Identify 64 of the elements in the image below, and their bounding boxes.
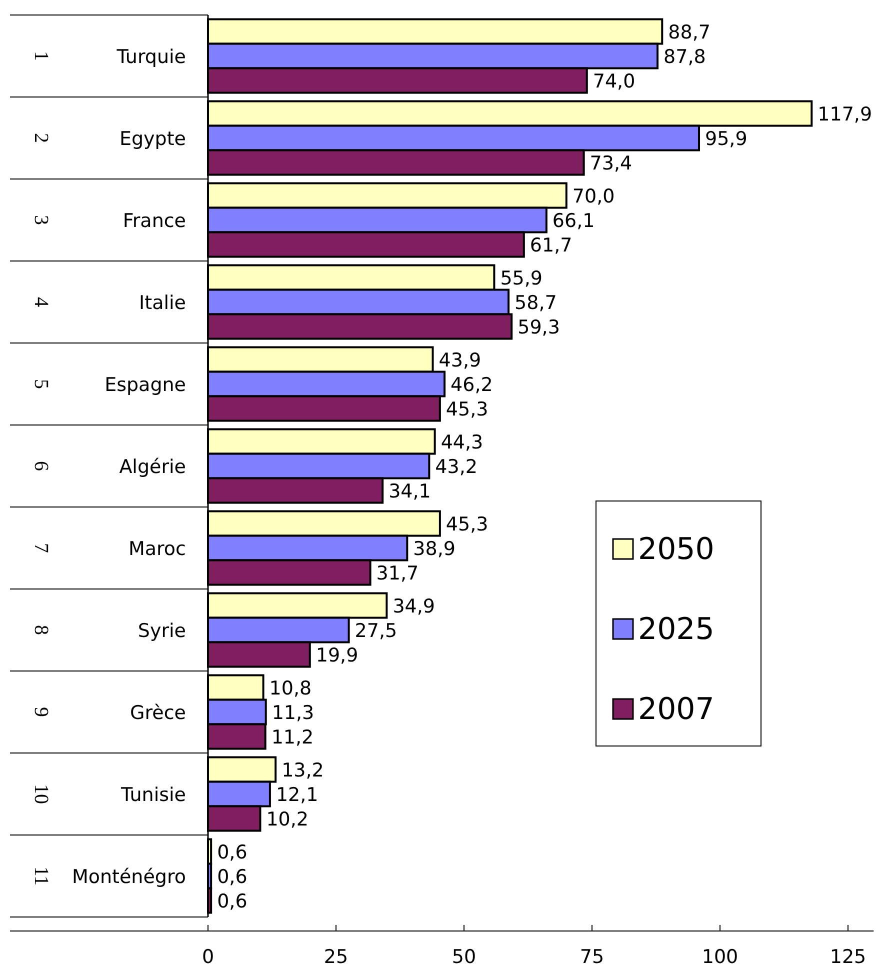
y2-tick-label: 4 [30, 297, 52, 307]
data-label: 73,4 [590, 152, 632, 174]
y-tick-label: Egypte [119, 128, 186, 150]
y2-tick-label: 9 [30, 707, 52, 717]
y-tick-label: Tunisie [120, 784, 186, 806]
x-tick-label: 0 [202, 946, 214, 968]
x-tick-label: 125 [830, 946, 866, 968]
data-label: 10,8 [269, 678, 312, 700]
y-tick-label: Espagne [104, 374, 186, 396]
data-label: 43,9 [438, 350, 482, 372]
y-tick-label: Algérie [119, 456, 186, 478]
data-label: 55,9 [500, 268, 543, 290]
data-label: 74,0 [592, 70, 636, 92]
data-label: 13,2 [282, 760, 324, 782]
data-label: 44,3 [440, 432, 484, 454]
data-label: 87,8 [664, 46, 706, 68]
data-label: 70,0 [572, 186, 615, 208]
legend-label: 2050 [638, 532, 714, 567]
data-label: 19,9 [316, 644, 358, 666]
data-label: 61,7 [530, 234, 572, 256]
y2-tick-label: 8 [30, 625, 52, 635]
y-tick-label: Italie [139, 292, 186, 314]
data-label: 46,2 [450, 374, 493, 396]
x-tick-label: 25 [324, 946, 348, 968]
data-label: 10,2 [266, 808, 309, 830]
data-label: 58,7 [514, 292, 557, 314]
y-tick-label: Syrie [138, 620, 186, 642]
data-label: 34,1 [388, 480, 431, 502]
data-label: 0,6 [217, 866, 248, 888]
data-label: 59,3 [518, 316, 560, 338]
y2-tick-label: 11 [30, 866, 52, 886]
y-tick-label: France [122, 210, 186, 232]
y2-tick-label: 6 [30, 461, 52, 471]
data-label: 88,7 [668, 22, 710, 44]
x-tick-label: 50 [452, 946, 476, 968]
y2-tick-label: 2 [30, 133, 52, 143]
y2-tick-label: 5 [30, 379, 52, 389]
data-label: 45,3 [446, 514, 488, 536]
legend-label: 2025 [638, 612, 714, 647]
data-label: 117,9 [818, 104, 872, 126]
x-tick-label: 100 [702, 946, 738, 968]
y-tick-label: Grèce [130, 702, 186, 724]
data-label: 34,9 [392, 596, 435, 618]
data-label: 45,3 [446, 398, 488, 420]
x-tick-label: 75 [580, 946, 604, 968]
y-tick-label: Monténégro [72, 866, 186, 888]
y2-tick-label: 3 [30, 215, 52, 225]
y-tick-label: Turquie [116, 46, 186, 68]
data-label: 95,9 [705, 128, 748, 150]
y2-tick-label: 1 [30, 51, 52, 61]
data-label: 31,7 [376, 562, 419, 584]
data-label: 27,5 [354, 620, 398, 642]
data-label: 66,1 [552, 210, 595, 232]
legend-label: 2007 [638, 692, 714, 727]
data-label: 43,2 [435, 456, 478, 478]
data-label: 0,6 [217, 842, 248, 864]
data-label: 11,2 [271, 726, 314, 748]
data-label: 11,3 [272, 702, 314, 724]
data-label: 12,1 [276, 784, 318, 806]
y-tick-label: Maroc [128, 538, 186, 560]
data-label: 0,6 [217, 890, 248, 912]
y2-tick-label: 10 [30, 784, 52, 804]
data-label: 38,9 [413, 538, 456, 560]
y2-tick-label: 7 [30, 543, 52, 553]
